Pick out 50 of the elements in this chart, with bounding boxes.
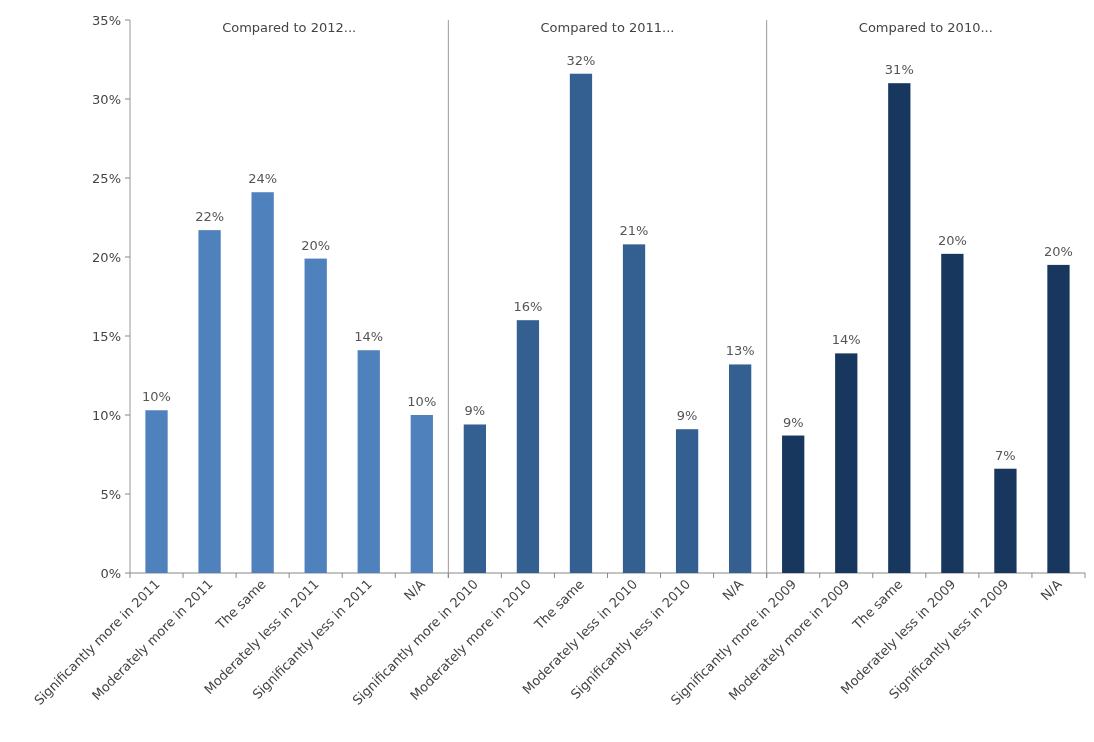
bar	[675, 429, 699, 573]
bar	[410, 415, 433, 573]
y-tick-label: 15%	[92, 328, 121, 344]
chart-title: Compared to 2010...	[858, 20, 993, 35]
data-label: 9%	[676, 408, 698, 424]
bar	[198, 230, 221, 573]
data-label: 21%	[619, 223, 649, 239]
bar	[516, 320, 540, 573]
bar	[729, 364, 752, 573]
data-label: 13%	[725, 343, 755, 359]
bar	[835, 353, 858, 573]
data-label: 10%	[407, 394, 437, 409]
chart-title: Compared to 2012...	[222, 20, 357, 35]
bar	[888, 83, 911, 573]
y-tick-label: 35%	[92, 12, 121, 28]
bar	[304, 258, 327, 573]
y-tick-label: 25%	[92, 170, 121, 186]
bar	[357, 350, 380, 573]
bar	[251, 192, 274, 573]
data-label: 22%	[195, 209, 225, 225]
y-tick-label: 10%	[92, 407, 121, 423]
y-tick-label: 0%	[100, 565, 121, 581]
data-label: 14%	[354, 329, 384, 345]
chart-title: Compared to 2011...	[540, 20, 675, 35]
bar	[622, 244, 646, 573]
data-label: 10%	[142, 389, 171, 405]
x-tick-label: N/A	[719, 576, 747, 604]
y-tick-label: 5%	[100, 486, 121, 502]
bar	[1047, 264, 1070, 573]
data-label: 20%	[937, 232, 967, 248]
data-label: 9%	[782, 414, 804, 430]
data-label: 20%	[301, 237, 331, 253]
data-label: 16%	[513, 299, 543, 315]
bar	[782, 435, 805, 573]
data-label: 14%	[831, 332, 861, 348]
data-label: 9%	[464, 403, 486, 419]
bar	[569, 73, 593, 573]
data-label: 32%	[566, 52, 596, 68]
y-tick-label: 20%	[92, 249, 121, 265]
bar	[941, 253, 964, 573]
data-label: 20%	[1044, 243, 1073, 259]
x-tick-label: N/A	[1037, 576, 1065, 604]
y-tick-label: 30%	[92, 91, 121, 107]
x-tick-label: N/A	[401, 576, 428, 604]
data-label: 7%	[995, 447, 1016, 463]
bar	[145, 410, 168, 573]
bar	[994, 468, 1017, 573]
bar	[463, 424, 486, 573]
data-label: 24%	[248, 171, 278, 187]
data-label: 31%	[884, 62, 914, 78]
